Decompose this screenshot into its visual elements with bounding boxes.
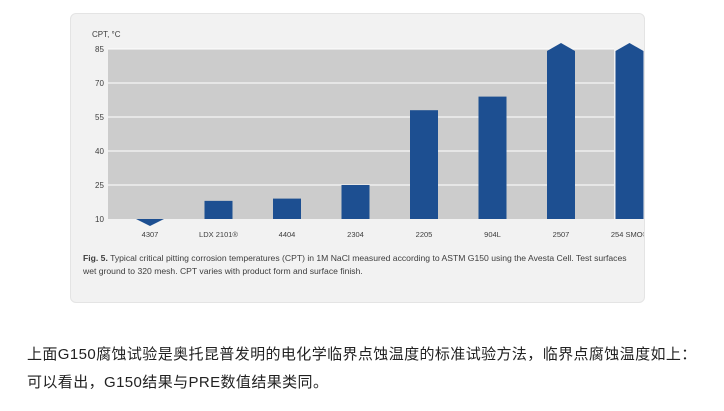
chart: CPT, °C 10 25 40 55 70 85 4307 LDX 2101® 4404 23… [92, 30, 644, 239]
bar [547, 43, 575, 219]
y-tick-label: 55 [95, 113, 104, 122]
bars [136, 43, 644, 226]
bar [273, 198, 301, 219]
gridlines [108, 48, 614, 186]
x-tick-label: LDX 2101® [199, 230, 238, 239]
x-tick-labels: 4307 LDX 2101® 4404 2304 2205 904L 2507 254 SMO… [142, 230, 644, 239]
x-tick-label: 4307 [142, 230, 159, 239]
x-tick-label: 254 SMO® [611, 230, 644, 239]
x-tick-label: 2507 [553, 230, 570, 239]
y-tick-label: 70 [95, 79, 104, 88]
y-tick-label: 25 [95, 181, 104, 190]
caption-label: Fig. 5. [83, 253, 108, 263]
y-tick-label: 40 [95, 147, 104, 156]
x-tick-label: 4404 [279, 230, 296, 239]
y-tick-label: 10 [95, 215, 104, 224]
y-tick-label: 85 [95, 45, 104, 54]
y-axis-label: CPT, °C [92, 30, 121, 39]
bar [410, 110, 438, 219]
article-paragraph: 上面G150腐蚀试验是奥托昆普发明的电化学临界点蚀温度的标准试验方法，临界点腐蚀… [27, 346, 697, 391]
x-tick-label: 904L [484, 230, 501, 239]
figure-caption: Fig. 5. Typical critical pitting corrosi… [83, 252, 631, 278]
caption-text: Typical critical pitting corrosion tempe… [83, 253, 627, 276]
x-tick-label: 2205 [416, 230, 433, 239]
bar [136, 219, 164, 226]
y-tick-labels: 10 25 40 55 70 85 [95, 45, 104, 224]
bar [204, 200, 233, 219]
bar [341, 185, 370, 219]
figure-card: CPT, °C 10 25 40 55 70 85 4307 LDX 2101® 4404 23… [70, 13, 645, 303]
bar [615, 43, 644, 219]
x-tick-label: 2304 [347, 230, 364, 239]
bar [478, 96, 507, 219]
